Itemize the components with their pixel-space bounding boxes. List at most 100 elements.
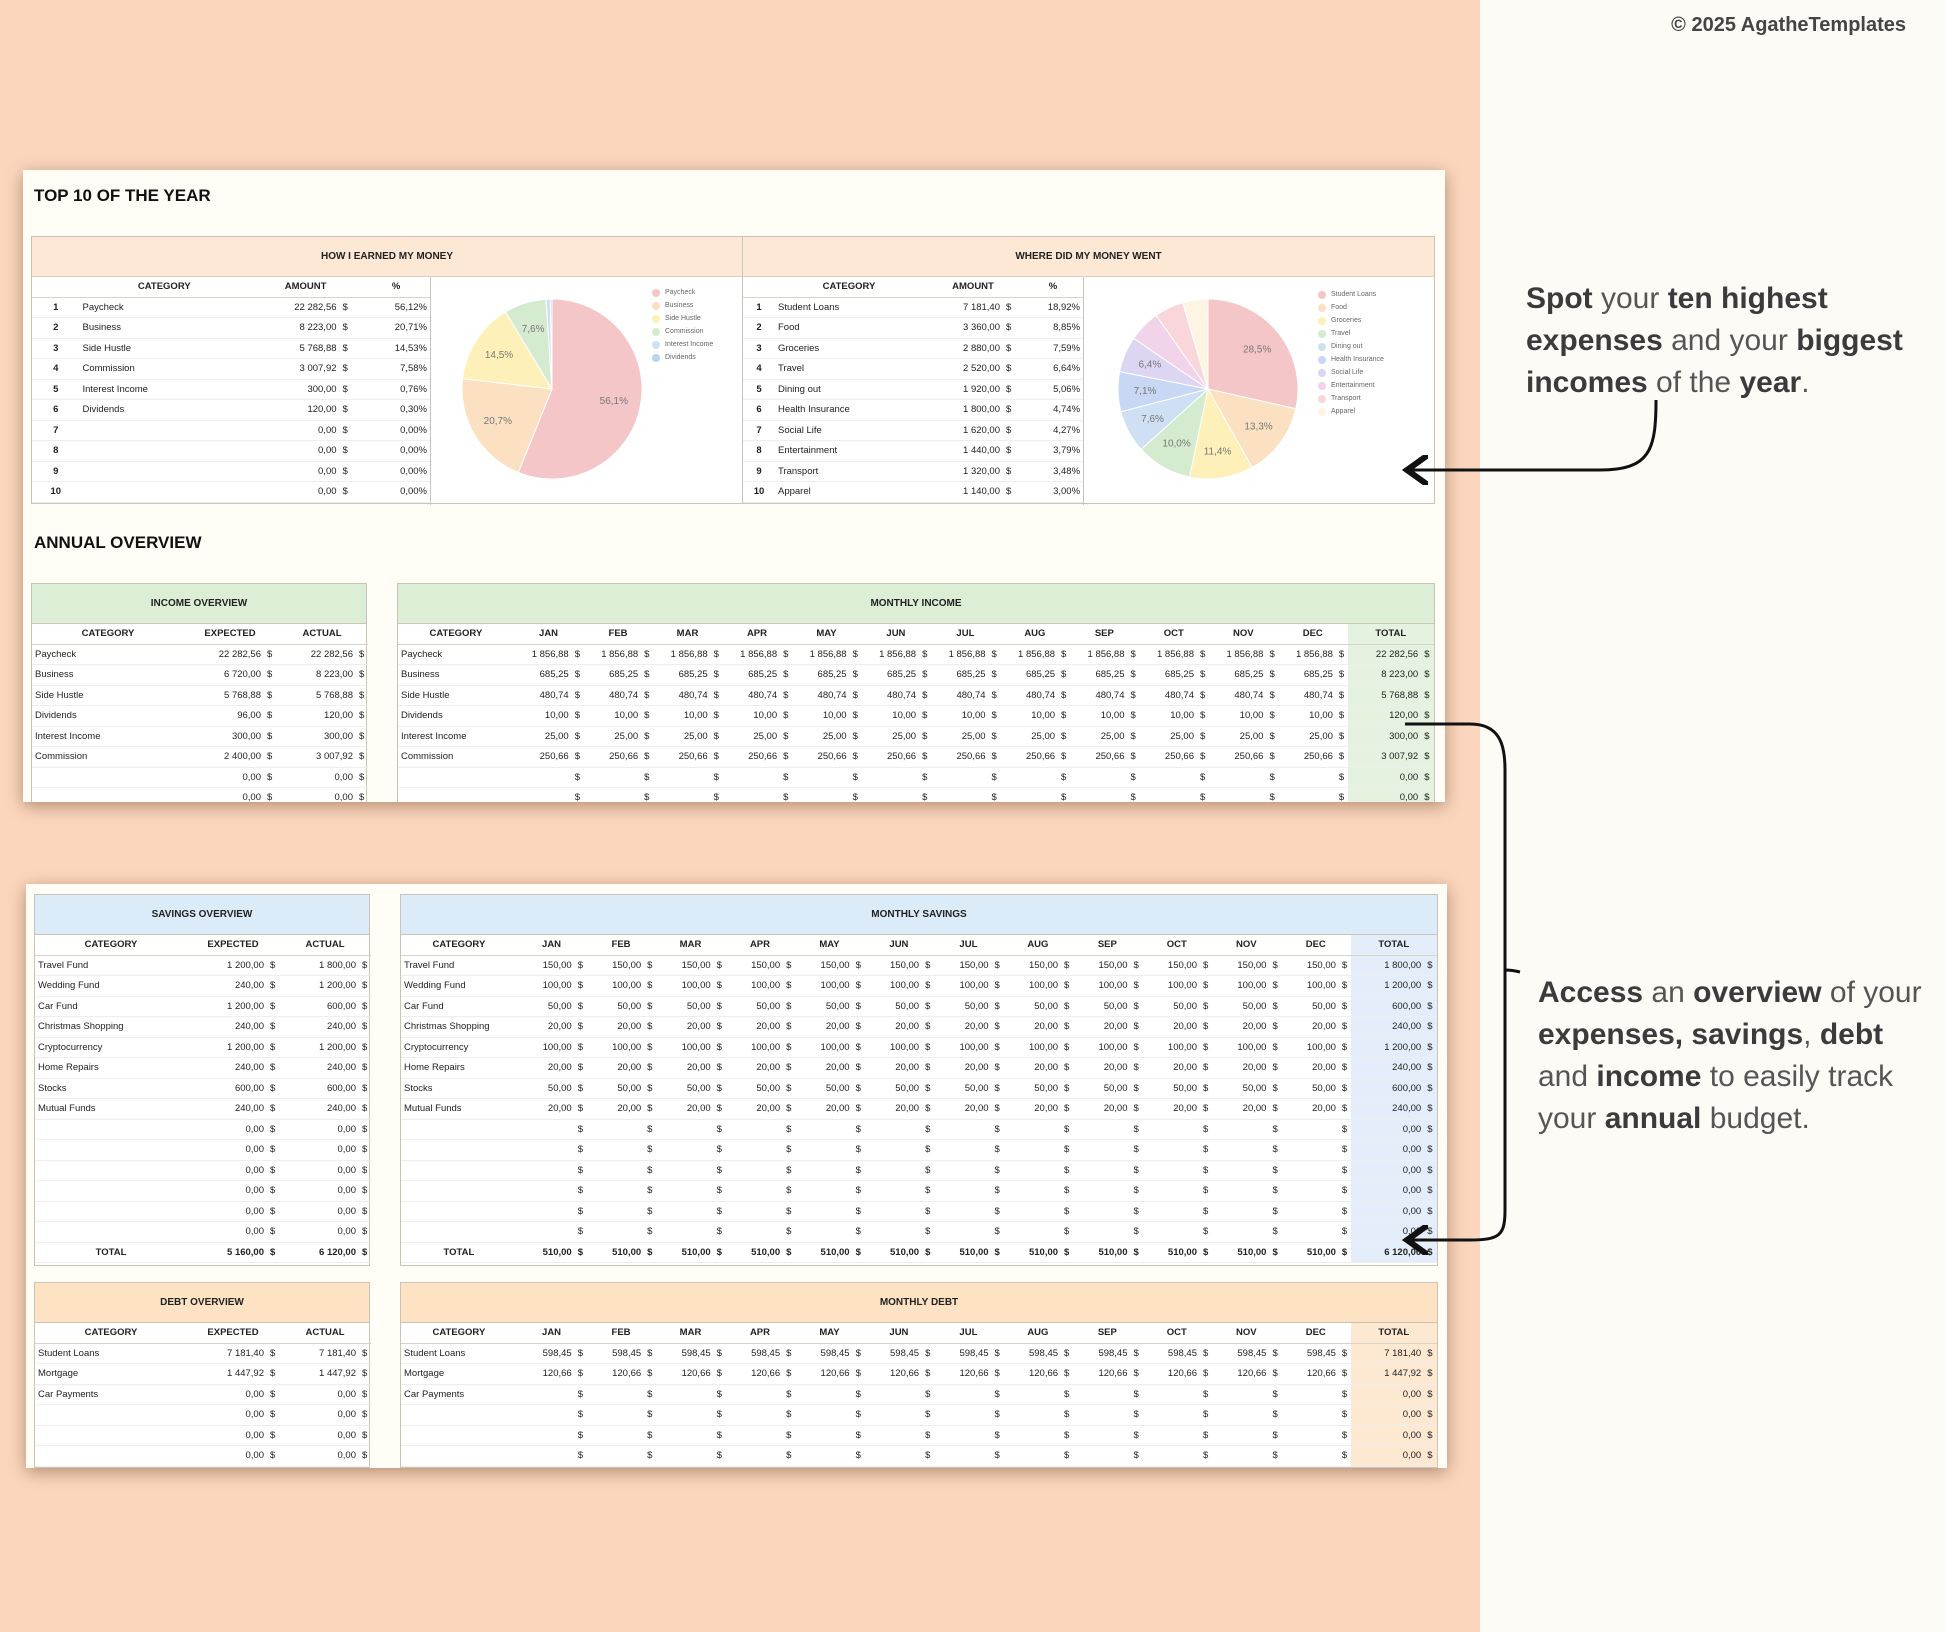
month-cell: 100,00: [794, 975, 853, 997]
month-cell: 510,00: [655, 1241, 714, 1263]
month-cell: 50,00: [655, 1078, 714, 1099]
currency-cell: $: [710, 664, 723, 686]
month-cell: 598,45: [1211, 1343, 1270, 1364]
category-cell: Apparel: [775, 481, 923, 503]
currency-cell: $: [1199, 1425, 1212, 1446]
month-cell: 250,66: [791, 746, 850, 768]
pie-slice: [1207, 388, 1297, 469]
currency-cell: $: [1199, 1445, 1212, 1467]
income-overview-table: CATEGORY EXPECTED ACTUAL Paycheck 22 282,56…: [32, 624, 368, 802]
currency-cell: $: [644, 1425, 656, 1446]
month-cell: 100,00: [1072, 1037, 1131, 1058]
currency-cell: $: [1061, 1445, 1073, 1467]
month-cell: [864, 1119, 923, 1140]
actual-cell: 600,00: [279, 996, 359, 1017]
table-row: Wedding Fund 240,00 $1 200,00 $: [35, 975, 371, 997]
month-cell: 250,66: [1139, 746, 1197, 768]
month-cell: [864, 1139, 923, 1161]
month-cell: 50,00: [655, 996, 714, 1017]
currency-cell: $: [574, 1037, 587, 1058]
currency-cell: $: [356, 767, 368, 788]
currency-cell: $: [1130, 1119, 1143, 1140]
actual-cell: 0,00: [279, 1180, 359, 1202]
expected-cell: 0,00: [187, 1160, 267, 1181]
currency-cell: $: [644, 1241, 656, 1263]
currency-cell: $: [267, 1057, 279, 1079]
col-mar: MAR: [652, 624, 723, 645]
month-cell: [725, 1404, 784, 1426]
col-jul: JUL: [933, 1323, 1004, 1344]
category-cell: Commission: [32, 746, 184, 768]
currency-cell: $: [267, 996, 279, 1017]
legend-item: Transport: [1318, 395, 1428, 403]
total-cell: 300,00: [1347, 726, 1422, 747]
currency-cell: $: [1061, 1016, 1073, 1038]
month-cell: 1 856,88: [1000, 644, 1059, 665]
currency-cell: $: [1269, 1404, 1282, 1426]
month-cell: 100,00: [1003, 975, 1062, 997]
month-cell: 25,00: [1139, 726, 1197, 747]
category-cell: Entertainment: [775, 440, 923, 462]
category-cell: Car Fund: [35, 996, 187, 1017]
category-cell: [401, 1425, 517, 1446]
table-row: 0,00 $0,00 $: [35, 1139, 371, 1161]
month-cell: 250,66: [1000, 746, 1059, 768]
month-cell: [586, 1119, 645, 1140]
currency-cell: $: [1130, 1078, 1143, 1099]
currency-cell: $: [1269, 1425, 1282, 1446]
table-row: Dividends 96,00 $120,00 $: [32, 705, 368, 727]
month-cell: [516, 1180, 575, 1202]
currency-cell: $: [991, 1037, 1004, 1058]
month-cell: [1003, 1119, 1062, 1140]
currency-cell: $: [1421, 644, 1434, 665]
month-cell: 150,00: [1281, 955, 1339, 976]
legend-label: Transport: [1331, 395, 1361, 402]
month-cell: 510,00: [1072, 1241, 1131, 1263]
legend-item: Business: [652, 302, 742, 310]
pie-slice: [517, 298, 643, 480]
month-cell: 20,00: [725, 1016, 784, 1038]
currency-cell: $: [339, 461, 363, 482]
total-cell: 1 800,00: [1350, 955, 1425, 976]
month-cell: [933, 1119, 992, 1140]
callout-segment: an: [1643, 976, 1694, 1009]
month-cell: 50,00: [586, 1078, 645, 1099]
currency-cell: $: [267, 1384, 279, 1405]
col-total: TOTAL: [1350, 1323, 1437, 1344]
month-cell: 598,45: [864, 1343, 923, 1364]
category-cell: Interest Income: [79, 379, 250, 400]
currency-cell: $: [991, 996, 1004, 1017]
table-row: Side Hustle 480,74 $480,74 $480,74 $480,74 $4…: [398, 685, 1434, 706]
currency-cell: $: [574, 1057, 587, 1079]
amount-cell: 0,00: [249, 440, 340, 462]
currency-cell: $: [1199, 1016, 1212, 1038]
currency-cell: $: [852, 1445, 865, 1467]
month-cell: [794, 1139, 853, 1161]
currency-cell: $: [919, 644, 931, 665]
currency-cell: $: [267, 1037, 279, 1058]
currency-cell: $: [852, 1201, 865, 1222]
legend-swatch: [1318, 291, 1326, 299]
table-row: 0,00 $0,00 $: [35, 1445, 371, 1467]
pie-label: 20,7%: [484, 416, 512, 427]
month-cell: [586, 1160, 645, 1181]
month-cell: 20,00: [1003, 1098, 1062, 1120]
month-cell: [1142, 1404, 1200, 1426]
rank-cell: 4: [743, 358, 775, 380]
month-cell: 480,74: [652, 685, 711, 706]
month-cell: 20,00: [1142, 1098, 1200, 1120]
currency-cell: $: [1335, 726, 1348, 747]
currency-cell: $: [574, 1445, 587, 1467]
legend-label: Interest Income: [665, 341, 714, 348]
currency-cell: $: [644, 1139, 656, 1161]
month-cell: [1281, 1201, 1339, 1222]
currency-cell: $: [1061, 1139, 1073, 1161]
month-cell: 480,74: [1069, 685, 1128, 706]
month-cell: [1211, 1445, 1270, 1467]
col-oct: OCT: [1139, 624, 1209, 645]
callout-segment: ten highest expenses: [1526, 282, 1828, 357]
category-cell: Car Payments: [401, 1384, 517, 1405]
month-cell: 25,00: [652, 726, 711, 747]
currency-cell: $: [1199, 1098, 1212, 1120]
month-cell: 50,00: [725, 996, 784, 1017]
